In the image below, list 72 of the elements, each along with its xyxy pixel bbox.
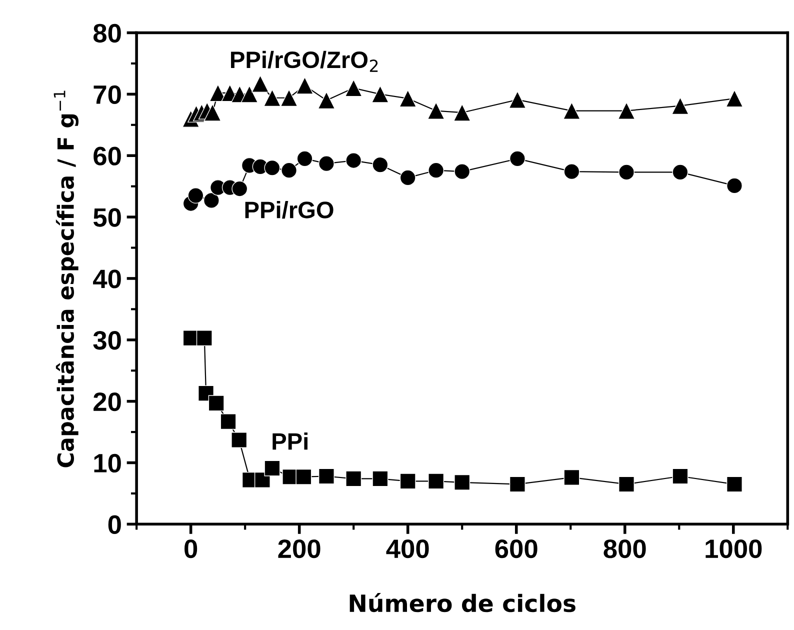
point <box>344 79 362 97</box>
x-tick-label: 800 <box>604 539 646 558</box>
point <box>371 86 389 103</box>
y-axis-title: Capacitância específica / F g$^{−1}$ <box>54 90 78 468</box>
point <box>296 150 313 167</box>
point <box>564 164 580 180</box>
point <box>196 330 212 346</box>
point <box>672 97 689 115</box>
x-tick-label: 400 <box>386 539 429 558</box>
point <box>726 178 742 194</box>
point <box>672 164 688 180</box>
point <box>726 90 744 108</box>
y-tick-label: 40 <box>93 270 121 288</box>
point <box>454 164 470 180</box>
point <box>399 90 417 108</box>
point <box>400 170 416 186</box>
point <box>264 460 280 476</box>
point <box>318 468 334 484</box>
point <box>188 188 204 204</box>
point <box>204 104 222 122</box>
point <box>427 102 445 120</box>
point <box>296 468 312 485</box>
y-tick-label: 10 <box>94 454 121 473</box>
point <box>618 476 634 492</box>
x-tick-label: 600 <box>495 539 538 558</box>
y-tick-label: 20 <box>94 392 121 412</box>
point <box>281 162 298 178</box>
y-tick-label: 0 <box>108 515 121 534</box>
point <box>264 160 280 176</box>
point <box>208 395 224 412</box>
x-axis-title: Número de ciclos <box>350 592 576 612</box>
point <box>428 473 444 490</box>
point <box>264 89 281 107</box>
series-label: PPi <box>272 432 308 450</box>
point <box>428 162 444 178</box>
y-tick-label: 70 <box>94 85 121 104</box>
point <box>203 192 220 208</box>
point <box>563 102 580 120</box>
point <box>318 92 336 110</box>
point <box>564 469 580 486</box>
point <box>400 473 416 490</box>
point <box>240 86 258 103</box>
series-label: PPi/rGO <box>245 201 334 219</box>
point <box>618 102 636 120</box>
point <box>318 156 334 172</box>
point <box>254 472 270 488</box>
x-tick-label: 200 <box>278 539 320 558</box>
y-tick-label: 60 <box>94 146 121 166</box>
point <box>509 150 526 167</box>
point <box>509 476 526 492</box>
point <box>726 476 742 492</box>
point <box>346 152 362 169</box>
point <box>618 164 634 180</box>
point <box>220 414 236 430</box>
point <box>280 89 298 107</box>
point <box>672 468 688 484</box>
point <box>346 470 362 487</box>
y-tick-label: 30 <box>93 331 121 350</box>
point <box>454 474 470 490</box>
y-tick-label: 50 <box>93 208 121 227</box>
x-tick-label: 1000 <box>706 539 762 558</box>
point <box>252 75 269 92</box>
point <box>232 180 248 197</box>
series-label: PPi/rGO/ZrO$_{2}$ <box>231 50 378 72</box>
point <box>453 104 471 122</box>
point <box>372 156 388 173</box>
point <box>372 470 388 487</box>
point <box>508 91 526 108</box>
y-tick-label: 80 <box>93 24 121 43</box>
point <box>296 76 314 94</box>
point <box>231 432 248 448</box>
x-tick-label: 0 <box>184 539 198 558</box>
